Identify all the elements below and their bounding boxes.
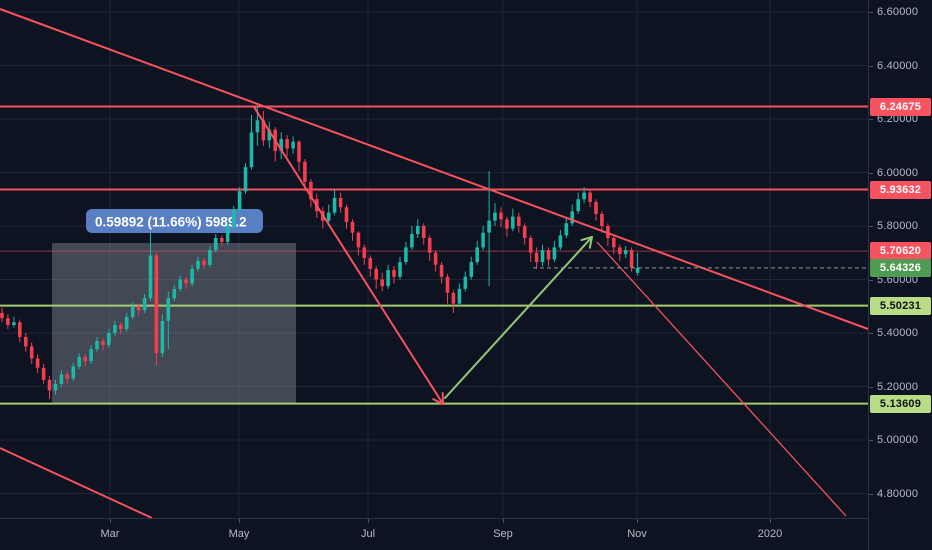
price-tick [869, 119, 873, 120]
price-tick-label: 6.60000 [877, 6, 919, 18]
impulse-up-arrow [444, 236, 593, 399]
price-tick-label: 5.80000 [877, 220, 919, 232]
price-level-rays[interactable] [0, 105, 868, 405]
price-tick [869, 65, 873, 67]
price-tick [869, 12, 873, 13]
price-tick [869, 226, 873, 227]
time-tick [770, 519, 771, 523]
price-tick-label: 5.40000 [877, 327, 919, 339]
time-tick-label: May [228, 528, 250, 540]
time-tick [368, 519, 369, 523]
projection-decline-line [596, 241, 847, 517]
price-level-badge: 5.64326 [870, 258, 931, 277]
price-tick-label: 6.00000 [877, 166, 919, 179]
time-tick-label: Sep [493, 528, 513, 540]
time-tick-label: 2020 [757, 528, 783, 540]
price-tick-label: 6.40000 [877, 59, 919, 72]
time-tick [503, 519, 504, 523]
price-tick [869, 172, 873, 174]
descending-trendline-main [0, 8, 869, 330]
measurement-label[interactable]: 0.59892 (11.66%) 5989.2 [86, 209, 263, 233]
price-level-badge: 5.70620 [870, 242, 931, 261]
price-tick [869, 279, 873, 281]
price-level-badge: 5.93632 [870, 180, 931, 199]
time-tick-label: Mar [100, 528, 120, 540]
trendlines[interactable] [0, 8, 869, 519]
svg-text:0.59892 (11.66%) 5989.2: 0.59892 (11.66%) 5989.2 [95, 215, 247, 230]
price-tick [869, 440, 873, 441]
range-box[interactable] [52, 243, 296, 403]
descending-trendline-lower [0, 447, 153, 519]
price-tick [869, 386, 873, 388]
time-tick [110, 519, 111, 523]
time-tick-label: Jul [360, 528, 376, 540]
impulse-down-arrow [253, 106, 444, 405]
time-tick-label: Nov [627, 528, 647, 540]
price-tick-label: 5.00000 [877, 434, 919, 446]
price-tick-label: 4.80000 [877, 487, 919, 500]
candles [0, 106, 640, 400]
price-level-badge: 5.13609 [870, 394, 931, 413]
price-level-badge: 6.24675 [870, 97, 931, 116]
price-tick [869, 493, 873, 495]
time-axis[interactable]: Mar May Jul Sep Nov 2020 [0, 518, 868, 550]
time-tick [239, 519, 240, 523]
price-tick-label: 5.20000 [877, 380, 919, 393]
price-level-badge: 5.50231 [870, 296, 931, 315]
price-tick-label: 6.20000 [877, 113, 919, 125]
projection-arrows[interactable] [253, 106, 593, 405]
price-axis[interactable]: 6.60000 6.40000 6.20000 6.00000 5.80000 5.600… [868, 0, 932, 550]
time-tick [637, 519, 638, 523]
price-tick [869, 333, 873, 334]
